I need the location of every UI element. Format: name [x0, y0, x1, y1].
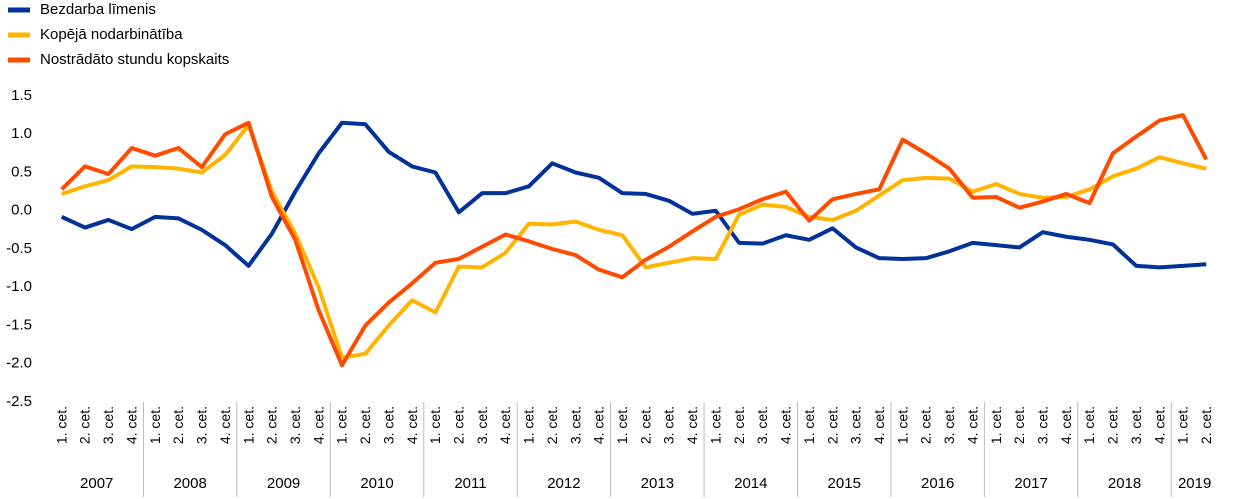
- x-tick-label: 3. cet.: [287, 406, 303, 444]
- x-tick-label: 1. cet.: [988, 406, 1004, 444]
- y-tick-label: -0.5: [6, 240, 32, 257]
- x-tick-label: 4. cet.: [778, 406, 794, 444]
- x-tick-label: 1. cet.: [427, 406, 443, 444]
- x-tick-label: 4. cet.: [1151, 406, 1167, 444]
- x-tick-label: 4. cet.: [123, 406, 139, 444]
- x-tick-label: 2. cet.: [918, 406, 934, 444]
- year-label: 2008: [173, 475, 206, 492]
- x-tick-label: 3. cet.: [1035, 406, 1051, 444]
- x-tick-label: 2. cet.: [824, 406, 840, 444]
- legend-label: Bezdarba līmenis: [40, 1, 156, 18]
- y-tick-label: 1.5: [11, 87, 32, 104]
- x-tick-label: 1. cet.: [521, 406, 537, 444]
- y-tick-label: -2.0: [6, 355, 32, 372]
- x-tick-label: 4. cet.: [684, 406, 700, 444]
- series-line: [60, 113, 1209, 368]
- series-line: [60, 120, 1207, 270]
- x-tick-label: 1. cet.: [147, 406, 163, 444]
- x-tick-label: 4. cet.: [497, 406, 513, 444]
- x-tick-label: 4. cet.: [310, 406, 326, 444]
- year-label: 2018: [1108, 475, 1141, 492]
- x-tick-label: 3. cet.: [754, 406, 770, 444]
- x-tick-label: 4. cet.: [871, 406, 887, 444]
- year-label: 2014: [734, 475, 767, 492]
- x-tick-label: 1. cet.: [1175, 406, 1191, 444]
- x-tick-label: 2. cet.: [731, 406, 747, 444]
- series-line: [61, 123, 1207, 360]
- year-label: 2013: [641, 475, 674, 492]
- y-tick-label: 1.0: [11, 125, 32, 142]
- x-tick-label: 3. cet.: [194, 406, 210, 444]
- legend-label: Kopējā nodarbinātība: [40, 26, 183, 43]
- year-label: 2007: [80, 475, 113, 492]
- y-tick-label: 0.0: [11, 202, 32, 219]
- x-tick-label: 1. cet.: [801, 406, 817, 444]
- x-tick-label: 2. cet.: [544, 406, 560, 444]
- x-tick-label: 1. cet.: [707, 406, 723, 444]
- x-tick-label: 2. cet.: [637, 406, 653, 444]
- x-tick-label: 2. cet.: [1198, 406, 1214, 444]
- year-label: 2009: [267, 475, 300, 492]
- x-tick-label: 2. cet.: [170, 406, 186, 444]
- x-tick-label: 4. cet.: [964, 406, 980, 444]
- x-tick-label: 2. cet.: [1011, 406, 1027, 444]
- year-label: 2012: [547, 475, 580, 492]
- x-tick-label: 1. cet.: [614, 406, 630, 444]
- x-tick-label: 4. cet.: [217, 406, 233, 444]
- x-tick-label: 1. cet.: [240, 406, 256, 444]
- legend-label: Nostrādāto stundu kopskaits: [40, 51, 229, 68]
- y-tick-label: 0.5: [11, 163, 32, 180]
- x-tick-label: 2. cet.: [77, 406, 93, 444]
- x-tick-label: 1. cet.: [53, 406, 69, 444]
- year-label: 2010: [360, 475, 393, 492]
- year-label: 2019: [1178, 475, 1211, 492]
- x-tick-label: 2. cet.: [1105, 406, 1121, 444]
- x-tick-label: 4. cet.: [404, 406, 420, 444]
- x-tick-label: 3. cet.: [941, 406, 957, 444]
- x-tick-label: 2. cet.: [357, 406, 373, 444]
- year-label: 2017: [1014, 475, 1047, 492]
- x-tick-label: 4. cet.: [1058, 406, 1074, 444]
- x-tick-label: 4. cet.: [591, 406, 607, 444]
- x-tick-label: 3. cet.: [380, 406, 396, 444]
- x-tick-label: 3. cet.: [848, 406, 864, 444]
- year-label: 2011: [454, 475, 486, 492]
- x-tick-label: 1. cet.: [1081, 406, 1097, 444]
- x-tick-label: 3. cet.: [661, 406, 677, 444]
- x-tick-label: 1. cet.: [334, 406, 350, 444]
- x-tick-label: 3. cet.: [567, 406, 583, 444]
- x-tick-label: 2. cet.: [451, 406, 467, 444]
- x-tick-label: 3. cet.: [1128, 406, 1144, 444]
- x-tick-label: 2. cet.: [264, 406, 280, 444]
- y-tick-label: -1.5: [6, 316, 32, 333]
- x-tick-label: 3. cet.: [100, 406, 116, 444]
- y-tick-label: -1.0: [6, 278, 32, 295]
- year-label: 2016: [921, 475, 954, 492]
- x-tick-label: 1. cet.: [894, 406, 910, 444]
- y-tick-label: -2.5: [6, 393, 32, 410]
- year-label: 2015: [828, 475, 861, 492]
- x-tick-label: 3. cet.: [474, 406, 490, 444]
